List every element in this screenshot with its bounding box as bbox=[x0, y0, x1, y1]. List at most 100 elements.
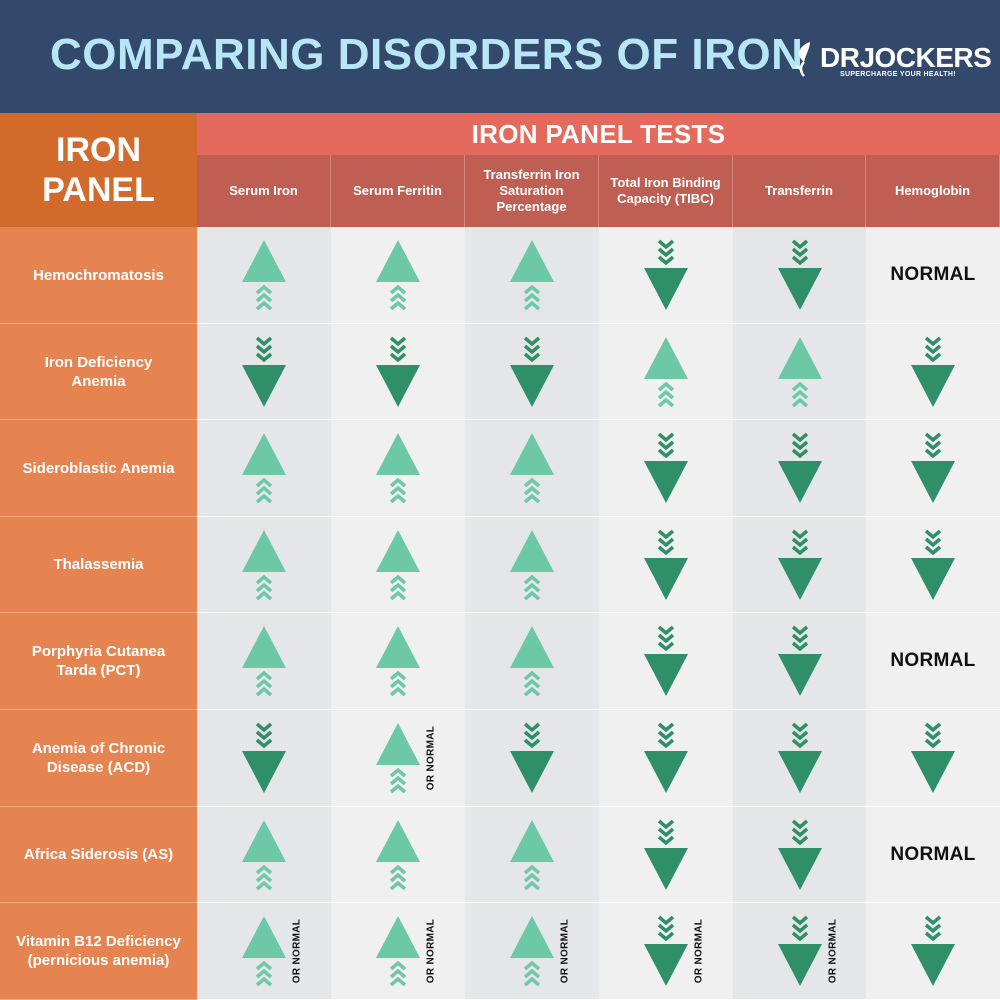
arrow-up-icon bbox=[242, 240, 286, 311]
table-cell bbox=[866, 710, 1000, 807]
arrow-down-icon bbox=[778, 529, 822, 600]
arrow-down-icon bbox=[911, 722, 955, 793]
table-cell bbox=[197, 517, 331, 613]
arrow-up-icon bbox=[376, 530, 420, 601]
page-title: COMPARING DISORDERS OF IRON bbox=[50, 30, 804, 79]
or-normal-label: OR NORMAL bbox=[693, 918, 705, 984]
arrow-down-icon bbox=[510, 336, 554, 407]
row-label: Thalassemia bbox=[0, 517, 197, 613]
row-label: Anemia of Chronic Disease (ACD) bbox=[0, 710, 197, 807]
table-cell bbox=[465, 807, 599, 903]
arrow-down-icon bbox=[778, 722, 822, 793]
arrow-down-icon bbox=[242, 722, 286, 793]
column-header: Serum Ferritin bbox=[331, 155, 465, 227]
arrow-down-icon bbox=[644, 432, 688, 503]
table-cell: OR NORMAL bbox=[331, 710, 465, 807]
arrow-down-icon bbox=[911, 336, 955, 407]
column-header: Serum Iron bbox=[197, 155, 331, 227]
table-cell bbox=[331, 807, 465, 903]
arrow-up-icon bbox=[376, 626, 420, 697]
arrow-up-icon bbox=[242, 433, 286, 504]
arrow-up-icon bbox=[778, 337, 822, 408]
or-normal-label: OR NORMAL bbox=[291, 918, 303, 984]
table-cell bbox=[866, 324, 1000, 420]
arrow-down-icon bbox=[911, 529, 955, 600]
arrow-down-icon bbox=[778, 915, 822, 986]
normal-label: NORMAL bbox=[890, 843, 976, 865]
arrow-down-icon bbox=[644, 625, 688, 696]
or-normal-label: OR NORMAL bbox=[425, 918, 437, 984]
table-cell: NORMAL bbox=[866, 613, 1000, 710]
table-cell: OR NORMAL bbox=[465, 903, 599, 1000]
arrow-up-icon bbox=[510, 916, 554, 987]
row-label: Africa Siderosis (AS) bbox=[0, 807, 197, 903]
arrow-up-icon bbox=[376, 723, 420, 794]
arrow-up-icon bbox=[376, 240, 420, 311]
table-cell bbox=[866, 517, 1000, 613]
table-cell bbox=[733, 420, 866, 517]
row-label: Sideroblastic Anemia bbox=[0, 420, 197, 517]
row-label: Hemochromatosis bbox=[0, 227, 197, 324]
table-cell bbox=[331, 227, 465, 324]
table-cell: OR NORMAL bbox=[599, 903, 733, 1000]
table-cell bbox=[465, 517, 599, 613]
arrow-up-icon bbox=[376, 820, 420, 891]
arrow-down-icon bbox=[911, 432, 955, 503]
arrow-down-icon bbox=[911, 915, 955, 986]
arrow-down-icon bbox=[644, 722, 688, 793]
leaf-icon bbox=[795, 42, 810, 77]
table-cell: NORMAL bbox=[866, 227, 1000, 324]
arrow-down-icon bbox=[778, 432, 822, 503]
column-header: Total Iron Binding Capacity (TIBC) bbox=[599, 155, 733, 227]
table-cell bbox=[331, 517, 465, 613]
table-cell bbox=[465, 710, 599, 807]
table-cell bbox=[197, 324, 331, 420]
table-cell bbox=[465, 324, 599, 420]
table-cell: NORMAL bbox=[866, 807, 1000, 903]
table-cell bbox=[733, 710, 866, 807]
row-label: Porphyria Cutanea Tarda (PCT) bbox=[0, 613, 197, 710]
table-cell bbox=[197, 613, 331, 710]
arrow-up-icon bbox=[242, 530, 286, 601]
logo-name: DRJOCKERS bbox=[820, 42, 992, 73]
arrow-down-icon bbox=[778, 819, 822, 890]
arrow-down-icon bbox=[376, 336, 420, 407]
table-cell bbox=[197, 227, 331, 324]
table-cell bbox=[465, 420, 599, 517]
row-label: Iron Deficiency Anemia bbox=[0, 324, 197, 420]
brand-logo: DRJOCKERS SUPERCHARGE YOUR HEALTH! bbox=[790, 40, 992, 88]
table-cell bbox=[599, 420, 733, 517]
table-cell bbox=[197, 807, 331, 903]
arrow-up-icon bbox=[242, 626, 286, 697]
corner-line-1: IRON bbox=[56, 131, 141, 169]
table-cell bbox=[733, 613, 866, 710]
iron-panel-label: IRON PANEL bbox=[0, 113, 197, 227]
table-cell bbox=[733, 807, 866, 903]
table-cell bbox=[599, 324, 733, 420]
table-cell: OR NORMAL bbox=[331, 903, 465, 1000]
tests-header: IRON PANEL TESTS bbox=[197, 113, 1000, 155]
arrow-down-icon bbox=[510, 722, 554, 793]
corner-line-2: PANEL bbox=[42, 171, 155, 209]
arrow-up-icon bbox=[242, 820, 286, 891]
arrow-down-icon bbox=[644, 239, 688, 310]
table-cell bbox=[599, 613, 733, 710]
arrow-up-icon bbox=[510, 626, 554, 697]
arrow-down-icon bbox=[778, 239, 822, 310]
table-cell bbox=[197, 420, 331, 517]
arrow-up-icon bbox=[510, 433, 554, 504]
table-cell bbox=[465, 227, 599, 324]
logo-tagline: SUPERCHARGE YOUR HEALTH! bbox=[840, 71, 956, 78]
table-cell bbox=[599, 227, 733, 324]
row-label: Vitamin B12 Deficiency (pernicious anemi… bbox=[0, 903, 197, 1000]
table-cell bbox=[331, 324, 465, 420]
column-header: Transferrin Iron Saturation Percentage bbox=[465, 155, 599, 227]
arrow-up-icon bbox=[376, 433, 420, 504]
arrow-down-icon bbox=[644, 529, 688, 600]
table-cell: OR NORMAL bbox=[197, 903, 331, 1000]
or-normal-label: OR NORMAL bbox=[425, 725, 437, 791]
arrow-up-icon bbox=[644, 337, 688, 408]
arrow-up-icon bbox=[510, 820, 554, 891]
table-cell bbox=[331, 613, 465, 710]
arrow-up-icon bbox=[510, 240, 554, 311]
